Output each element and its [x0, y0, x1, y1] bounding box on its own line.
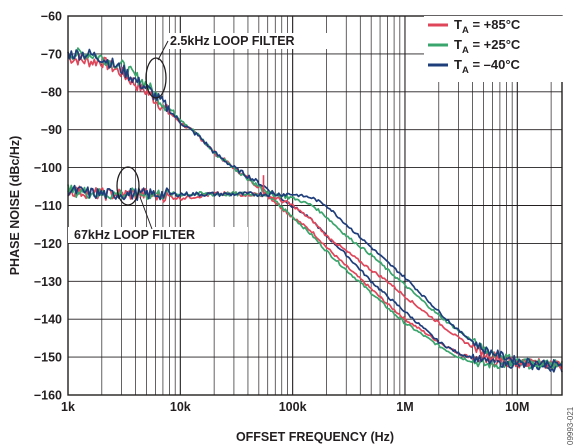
annotation-67k-ellipse [116, 166, 140, 206]
annotation-67k-bg [68, 227, 248, 243]
annotations: 2.5kHz LOOP FILTER 67kHz LOOP FILTER [68, 33, 336, 243]
y-tick-label: −130 [34, 275, 62, 289]
annotation-67k-leader [139, 196, 153, 230]
x-axis-title: OFFSET FREQUENCY (Hz) [236, 430, 394, 444]
plot-frame [67, 15, 563, 396]
x-tick-label: 10k [170, 400, 191, 414]
legend-entry: TA = +25°C [454, 37, 521, 56]
series-line [67, 184, 563, 369]
annotation-2p5k-bg [164, 33, 336, 49]
y-tick-label: −60 [41, 10, 62, 24]
y-tick-label: −80 [41, 85, 62, 99]
x-tick-label: 10M [505, 400, 529, 414]
y-tick-label: −140 [34, 313, 62, 327]
x-tick-label: 100k [279, 400, 307, 414]
y-tick-label: −160 [34, 389, 62, 403]
legend-entry: TA = +85°C [454, 17, 521, 36]
x-tick-label: 1M [396, 400, 413, 414]
legend: TA = +85°CTA = +25°CTA = –40°C [424, 16, 564, 82]
series-layer [67, 47, 563, 373]
annotation-2p5k-ellipse [145, 57, 167, 99]
legend-background [424, 16, 564, 82]
tick-labels: 1k 10k 100k 1M 10M −60 −70 −80 −90 −100 −110 −120 −1… [34, 10, 530, 415]
y-tick-label: −150 [34, 351, 62, 365]
y-tick-label: −100 [34, 161, 62, 175]
x-tick-label: 1k [61, 400, 75, 414]
figure-id: 09993-021 [566, 406, 575, 445]
y-tick-label: −110 [35, 199, 63, 213]
y-tick-label: −90 [41, 123, 62, 137]
series-line [67, 47, 563, 370]
annotation-2p5khz-loop-filter: 2.5kHz LOOP FILTER [170, 34, 295, 48]
annotation-2p5k-leader [157, 40, 169, 61]
annotation-67khz-loop-filter: 67kHz LOOP FILTER [74, 228, 195, 242]
y-tick-label: −70 [41, 47, 62, 61]
y-axis-title: PHASE NOISE (dBc/Hz) [8, 136, 22, 276]
y-tick-label: −120 [34, 237, 62, 251]
legend-entry: TA = –40°C [454, 57, 521, 76]
